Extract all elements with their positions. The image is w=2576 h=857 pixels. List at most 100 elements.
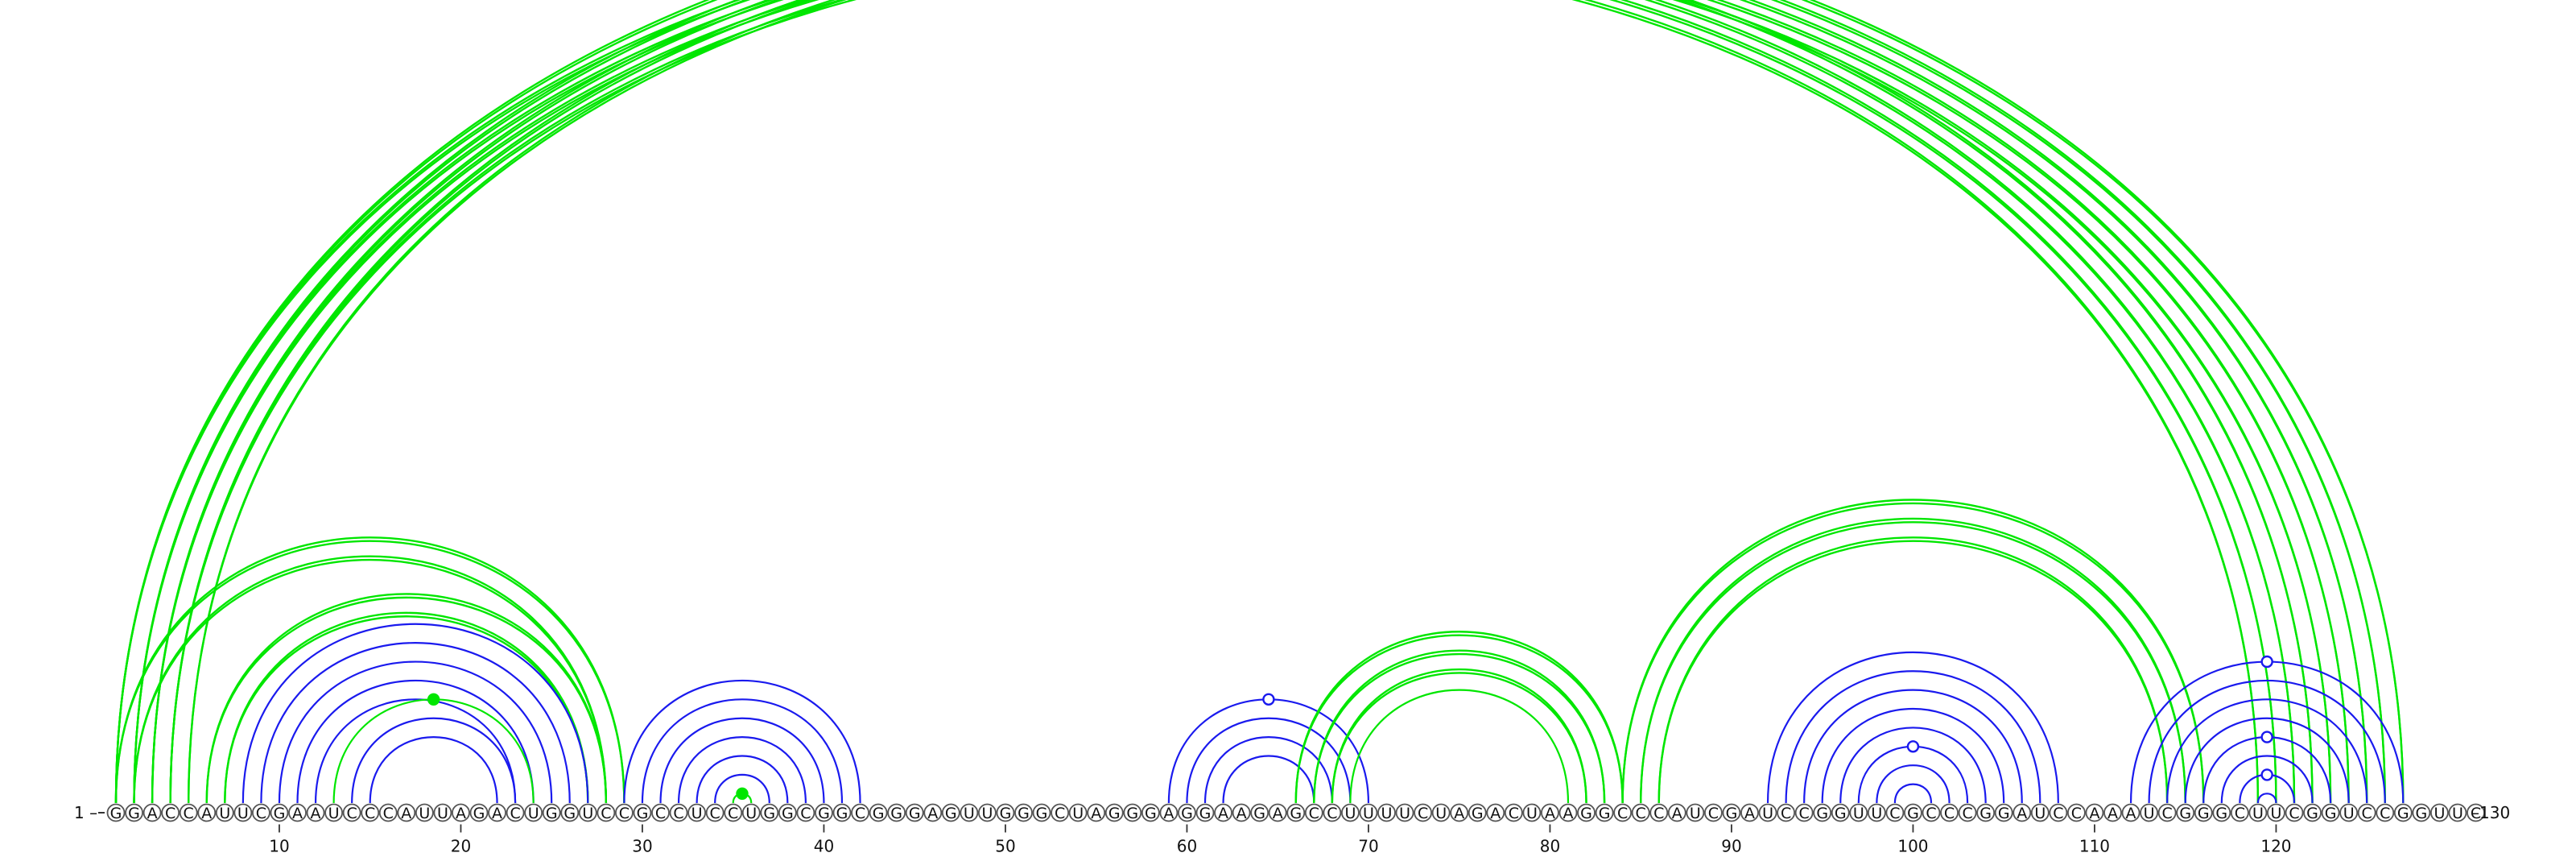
arc-blue-31-40 (659, 717, 825, 804)
nucleotide-circle (1486, 803, 1505, 822)
nucleotide-circle (1904, 803, 1922, 822)
nucleotide-17: A (397, 803, 416, 822)
nucleotide-circle (1286, 803, 1306, 822)
nucleotide-116: G (2194, 803, 2213, 822)
nucleotide-88: U (1686, 803, 1705, 822)
nucleotide-circle (2103, 803, 2122, 822)
nucleotide-letter: C (2053, 805, 2063, 822)
nucleotide-38: G (778, 803, 797, 822)
nucleotide-99: C (1885, 803, 1905, 822)
nucleotide-61: G (1195, 803, 1215, 822)
nucleotide-circle (1631, 803, 1650, 822)
nucleotide-circle (1141, 803, 1160, 822)
nucleotide-letter: A (1218, 805, 1228, 822)
nucleotide-circle (1522, 803, 1542, 822)
nucleotide-circle (1703, 803, 1723, 822)
nucleotide-circle (633, 803, 652, 822)
nucleotide-circle (2157, 803, 2177, 822)
arc-green-1-122-line2 (114, 0, 2314, 804)
nucleotide-circle (2285, 803, 2304, 822)
nucleotide-115: G (2176, 803, 2195, 822)
arc-blue-30-41 (641, 698, 844, 804)
nucleotide-circle (2412, 803, 2431, 822)
arc-green-7-27-line2 (224, 611, 589, 804)
tick-label: 120 (2260, 837, 2291, 856)
nucleotide-circle (1032, 803, 1051, 822)
nucleotide-circle (651, 803, 670, 822)
nucleotide-122: G (2303, 803, 2322, 822)
nucleotide-letter: C (800, 805, 811, 822)
arc-green-68-82-line2 (1331, 668, 1587, 804)
nucleotide-50: G (996, 803, 1015, 822)
nucleotide-letter: G (2179, 805, 2191, 822)
arc-blue-11-24 (296, 680, 535, 804)
arc-green-86-114-line2 (1657, 536, 2169, 804)
nucleotide-circle (2248, 803, 2268, 822)
nucleotide-letter: C (1309, 805, 1319, 822)
nucleotide-75: A (1450, 803, 1469, 822)
nucleotide-letter: C (2380, 805, 2390, 822)
nucleotide-letter: G (473, 805, 485, 822)
nucleotide-letter: G (2198, 805, 2210, 822)
nucleotide-circle (2429, 803, 2449, 822)
nucleotide-circle (2467, 803, 2485, 822)
nucleotide-circle (1159, 803, 1179, 822)
nucleotide-56: G (1104, 803, 1124, 822)
nucleotide-40: G (815, 803, 833, 822)
nucleotide-circle (578, 803, 597, 822)
nucleotide-letter: U (1381, 805, 1393, 822)
nucleotide-87: A (1667, 803, 1686, 822)
nucleotide-77: A (1486, 803, 1505, 822)
marker-green-13-24 (427, 693, 440, 706)
nucleotide-circle (1250, 803, 1269, 822)
nucleotide-letter: C (1418, 805, 1428, 822)
nucleotide-129: U (2429, 803, 2449, 822)
tick-100: 100 (1897, 824, 1929, 856)
arc-green-84-116-line2 (1621, 499, 2205, 804)
nucleotide-circle (669, 803, 688, 822)
nucleotide-letter: U (1762, 805, 1773, 822)
arc-blue-9-26 (260, 642, 571, 804)
nucleotide-126: C (2376, 803, 2395, 822)
nucleotide-46: A (923, 803, 943, 822)
nucleotide-23: C (506, 803, 525, 822)
nucleotide-circle (687, 803, 706, 822)
nucleotide-97: U (1849, 803, 1868, 822)
arc-green-1-127-line2 (114, 0, 2405, 804)
nucleotide-26: G (560, 803, 580, 822)
nucleotide-108: C (2049, 803, 2068, 822)
arc-green-1-29-line1 (114, 540, 625, 804)
tick-30: 30 (632, 824, 653, 856)
arc-green-66-84-line1 (1294, 634, 1624, 804)
nucleotide-letter: G (1036, 805, 1048, 822)
nucleotide-letter: A (201, 805, 212, 822)
nucleotide-114: C (2157, 803, 2177, 822)
nucleotide-59: A (1159, 803, 1179, 822)
nucleotide-letter: C (2162, 805, 2173, 822)
nucleotide-18: U (415, 803, 434, 822)
nucleotide-112: A (2121, 803, 2140, 822)
nucleotide-circle (887, 803, 906, 822)
nucleotide-circle (2066, 803, 2086, 822)
nucleotide-letter: U (1344, 805, 1356, 822)
nucleotide-letter: G (1108, 805, 1121, 822)
nucleotide-letter: C (619, 805, 630, 822)
nucleotide-25: G (542, 803, 561, 822)
nucleotide-letter: C (165, 805, 175, 822)
nucleotide-letter: C (2235, 805, 2245, 822)
nucleotide-letter: U (1363, 805, 1374, 822)
nucleotide-circle (342, 803, 361, 822)
nucleotide-circle (1268, 803, 1287, 822)
nucleotide-35: C (724, 803, 743, 822)
nucleotide-8: U (233, 803, 253, 822)
nucleotide-circle (1104, 803, 1124, 822)
nucleotide-90: G (1722, 803, 1741, 822)
nucleotide-letter: G (909, 805, 921, 822)
nucleotide-circle (1994, 803, 2013, 822)
nucleotide-letter: G (1290, 805, 1302, 822)
nucleotide-letter: U (1853, 805, 1864, 822)
nucleotide-letter: C (2289, 805, 2299, 822)
nucleotide-circle (1777, 803, 1796, 822)
arc-green-3-125-line1 (151, 0, 2368, 804)
